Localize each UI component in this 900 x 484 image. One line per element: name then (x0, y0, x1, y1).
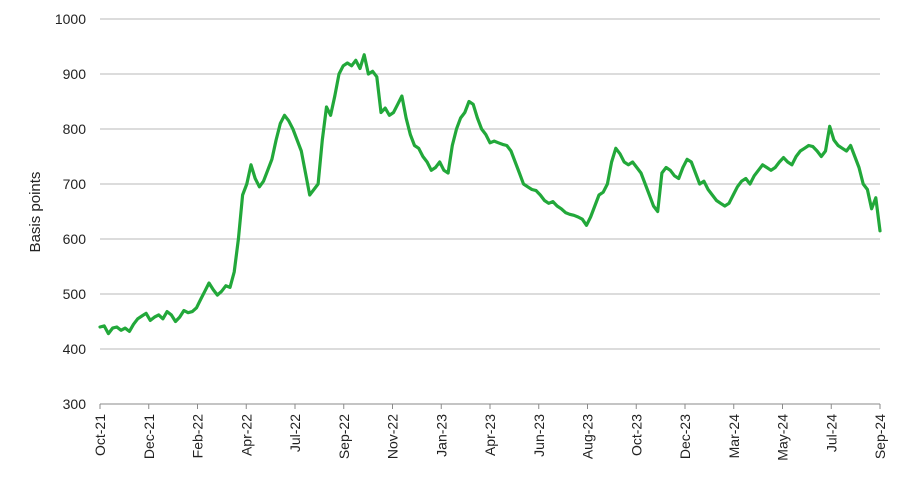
x-tick-label: Jun-23 (531, 414, 547, 457)
x-tick-label: Nov-22 (385, 414, 401, 459)
y-tick-label: 300 (63, 396, 87, 412)
x-tick-label: Oct-21 (92, 414, 108, 456)
x-tick-label: Jul-22 (287, 414, 303, 452)
y-tick-label: 400 (63, 341, 87, 357)
x-tick-label: Sep-24 (872, 414, 888, 459)
y-tick-label: 800 (63, 121, 87, 137)
series-line (98, 53, 882, 336)
x-tick-label: Feb-22 (190, 414, 206, 459)
x-tick-label: May-24 (775, 414, 791, 461)
y-axis-ticks: 300 400 500 600 700 800 900 1000 (55, 11, 86, 412)
y-tick-label: 700 (63, 176, 87, 192)
y-tick-label: 500 (63, 286, 87, 302)
x-tick-label: Dec-21 (141, 414, 157, 459)
y-tick-label: 1000 (55, 11, 86, 27)
y-tick-label: 900 (63, 66, 87, 82)
x-tick-label: Sep-22 (336, 414, 352, 459)
series-group (98, 53, 882, 336)
x-tick-label: Mar-24 (726, 414, 742, 459)
x-tick-label: Dec-23 (677, 414, 693, 459)
x-tick-label: Jan-23 (433, 414, 449, 457)
x-tick-label: Apr-23 (482, 414, 498, 456)
y-axis-title: Basis points (27, 172, 44, 253)
x-tick-label: Aug-23 (580, 414, 596, 459)
x-tick-label: Oct-23 (628, 414, 644, 456)
x-tick-label: Jul-24 (823, 414, 839, 452)
gridlines (100, 18, 880, 405)
x-axis-ticks: Oct-21 Dec-21 Feb-22 Apr-22 Jul-22 Sep-22 Nov-… (92, 404, 888, 461)
y-tick-label: 600 (63, 231, 87, 247)
x-tick-label: Apr-22 (238, 414, 254, 456)
